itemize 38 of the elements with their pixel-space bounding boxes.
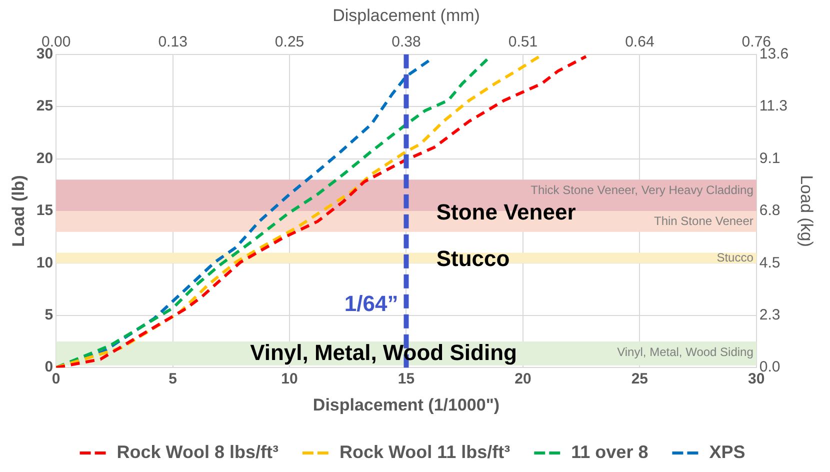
ref-line-label: 1/64” [344,291,398,316]
y-axis-title: Load (lb) [8,175,28,247]
y2-tick-label: 4.5 [759,254,780,272]
y2-tick-label: 11.3 [759,98,788,115]
x2-axis-title: Displacement (mm) [332,6,480,25]
band-label: Stucco [716,250,754,264]
x-tick-label: 20 [514,370,532,388]
y-tick-label: 15 [36,202,54,220]
band-label: Vinyl, Metal, Wood Siding [617,344,754,359]
x2-tick-label: 0.51 [508,34,538,51]
x-tick-label: 5 [168,370,177,388]
x-axis-title: Displacement (1/1000") [312,395,500,414]
band-label: Thick Stone Veneer, Very Heavy Cladding [530,182,754,197]
annotation: Vinyl, Metal, Wood Siding [250,340,517,366]
x-tick-label: 10 [281,370,298,388]
y-tick-label: 20 [36,150,54,167]
band-label: Thin Stone Veneer [654,214,754,228]
x-tick-label: 15 [398,370,415,388]
legend-label: 11 over 8 [571,442,648,462]
y-tick-label: 25 [36,98,54,115]
legend-label: Rock Wool 11 lbs/ft³ [339,442,510,462]
y-tick-label: 10 [36,254,54,272]
y2-axis-title: Load (kg) [797,175,816,247]
y-tick-label: 0 [44,358,54,376]
x2-tick-label: 0.38 [392,34,421,51]
x2-tick-label: 0.13 [158,34,188,51]
y2-tick-label: 2.3 [759,306,780,324]
x-tick-label: 30 [748,370,765,388]
legend-label: XPS [709,442,746,462]
y-tick-label: 5 [44,306,54,324]
annotation: Stucco [436,246,510,272]
annotation: Stone Veneer [436,199,576,224]
x2-tick-label: 0.25 [274,34,304,51]
x2-tick-label: 0.64 [625,34,654,51]
legend-label: Rock Wool 8 lbs/ft³ [116,442,278,462]
y2-tick-label: 6.8 [759,202,780,220]
x-tick-label: 25 [631,370,648,388]
y2-tick-label: 9.1 [759,150,780,167]
